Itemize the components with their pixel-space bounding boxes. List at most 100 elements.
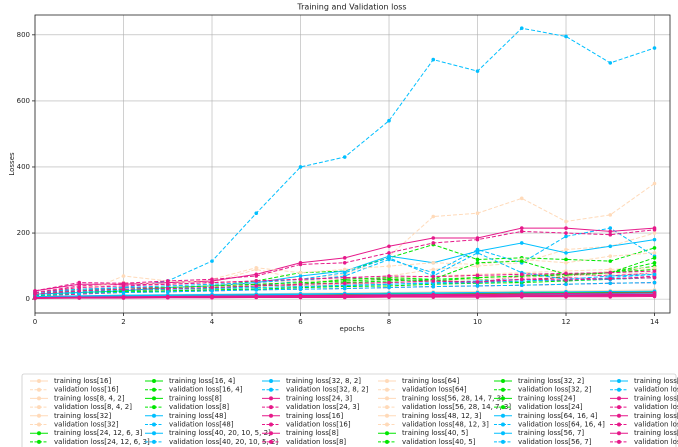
legend-marker: [269, 422, 273, 427]
data-point: [652, 237, 657, 242]
data-point: [298, 287, 303, 292]
data-point: [387, 294, 391, 298]
data-point: [431, 241, 436, 245]
data-point: [475, 294, 480, 298]
data-point: [608, 274, 613, 278]
data-point: [475, 260, 480, 265]
data-point: [342, 281, 347, 286]
data-point: [652, 46, 657, 50]
data-point: [431, 294, 436, 298]
data-point: [342, 294, 347, 299]
data-point: [519, 196, 524, 201]
data-point: [342, 286, 347, 291]
data-point: [564, 247, 568, 252]
data-point: [77, 285, 82, 290]
data-point: [608, 259, 613, 263]
legend-marker: [617, 431, 621, 436]
data-point: [298, 262, 303, 267]
series-line: [34, 232, 655, 295]
legend-marker: [269, 387, 273, 392]
data-point: [387, 280, 391, 285]
x-tick-label: 2: [121, 318, 125, 326]
legend-marker: [37, 413, 41, 418]
legend-label: training loss[40, 20, 10, 5, 2]: [169, 429, 271, 437]
legend-label: training loss[40, 5]: [402, 429, 468, 437]
legend-marker: [269, 396, 273, 401]
data-point: [519, 26, 524, 31]
legend-label: validation loss[56, 28, 14, 7, 3]: [402, 403, 511, 411]
data-point: [121, 281, 126, 286]
data-point: [342, 270, 347, 275]
data-point: [652, 246, 657, 250]
data-point: [431, 274, 436, 279]
data-point: [165, 290, 170, 294]
data-point: [387, 285, 391, 290]
data-point: [564, 293, 568, 298]
data-point: [121, 287, 126, 292]
x-tick-label: 10: [473, 318, 482, 326]
data-point: [298, 277, 303, 282]
legend-label: training loss[24]: [518, 394, 576, 402]
legend-label: validation loss[64]: [402, 386, 467, 394]
y-tick-label: 0: [26, 295, 30, 303]
data-point: [608, 267, 613, 272]
legend-label: validation loss[64, 4]: [634, 421, 678, 429]
legend-marker: [152, 379, 156, 383]
data-point: [387, 244, 391, 249]
data-point: [608, 276, 613, 281]
legend-marker: [501, 396, 505, 401]
legend-label: validation loss[56, 7]: [518, 438, 592, 446]
data-point: [431, 270, 436, 275]
data-point: [475, 257, 480, 262]
x-tick-label: 0: [33, 318, 37, 326]
data-point: [652, 265, 657, 270]
legend-marker: [617, 405, 621, 410]
data-point: [210, 289, 214, 293]
legend-label: validation loss[32]: [54, 421, 119, 429]
legend-label: validation loss[32, 8, 2]: [286, 386, 369, 394]
data-point: [387, 118, 391, 123]
legend-marker: [501, 431, 505, 436]
legend-marker: [385, 396, 389, 401]
data-point: [254, 265, 259, 270]
data-point: [608, 281, 613, 286]
legend-label: training loss[40]: [634, 394, 678, 402]
legend-marker: [152, 413, 156, 418]
data-point: [431, 236, 436, 240]
data-point: [652, 269, 657, 273]
legend-marker: [385, 439, 389, 444]
data-point: [652, 260, 657, 265]
data-point: [342, 260, 347, 265]
y-tick-label: 600: [17, 97, 30, 105]
data-point: [608, 244, 613, 249]
data-point: [519, 229, 524, 234]
data-point: [254, 288, 259, 292]
legend-label: training loss[32, 2]: [518, 377, 584, 385]
data-point: [475, 69, 480, 73]
x-tick-label: 6: [298, 318, 303, 326]
legend-label: validation loss[16, 4]: [169, 386, 243, 394]
legend-label: training loss[8]: [169, 394, 222, 402]
data-point: [608, 61, 613, 65]
legend-label: training loss[64, 16, 4]: [518, 412, 598, 420]
data-point: [652, 293, 657, 297]
data-point: [564, 34, 568, 39]
legend-label: training loss[56, 7]: [518, 429, 584, 437]
data-point: [387, 264, 391, 268]
data-point: [519, 283, 524, 288]
series-line: [34, 257, 655, 296]
legend-marker: [269, 379, 273, 383]
data-point: [652, 251, 657, 255]
legend-marker: [385, 413, 389, 418]
legend-label: training loss[48, 12, 3]: [402, 412, 482, 420]
legend-label: validation loss[16]: [54, 386, 119, 394]
data-point: [431, 57, 436, 62]
legend-marker: [617, 387, 621, 392]
legend-label: training loss[8]: [286, 429, 339, 437]
legend-marker: [385, 405, 389, 410]
data-point: [121, 274, 126, 278]
x-tick-label: 14: [650, 318, 659, 326]
series-line: [34, 270, 655, 294]
data-point: [387, 256, 391, 260]
